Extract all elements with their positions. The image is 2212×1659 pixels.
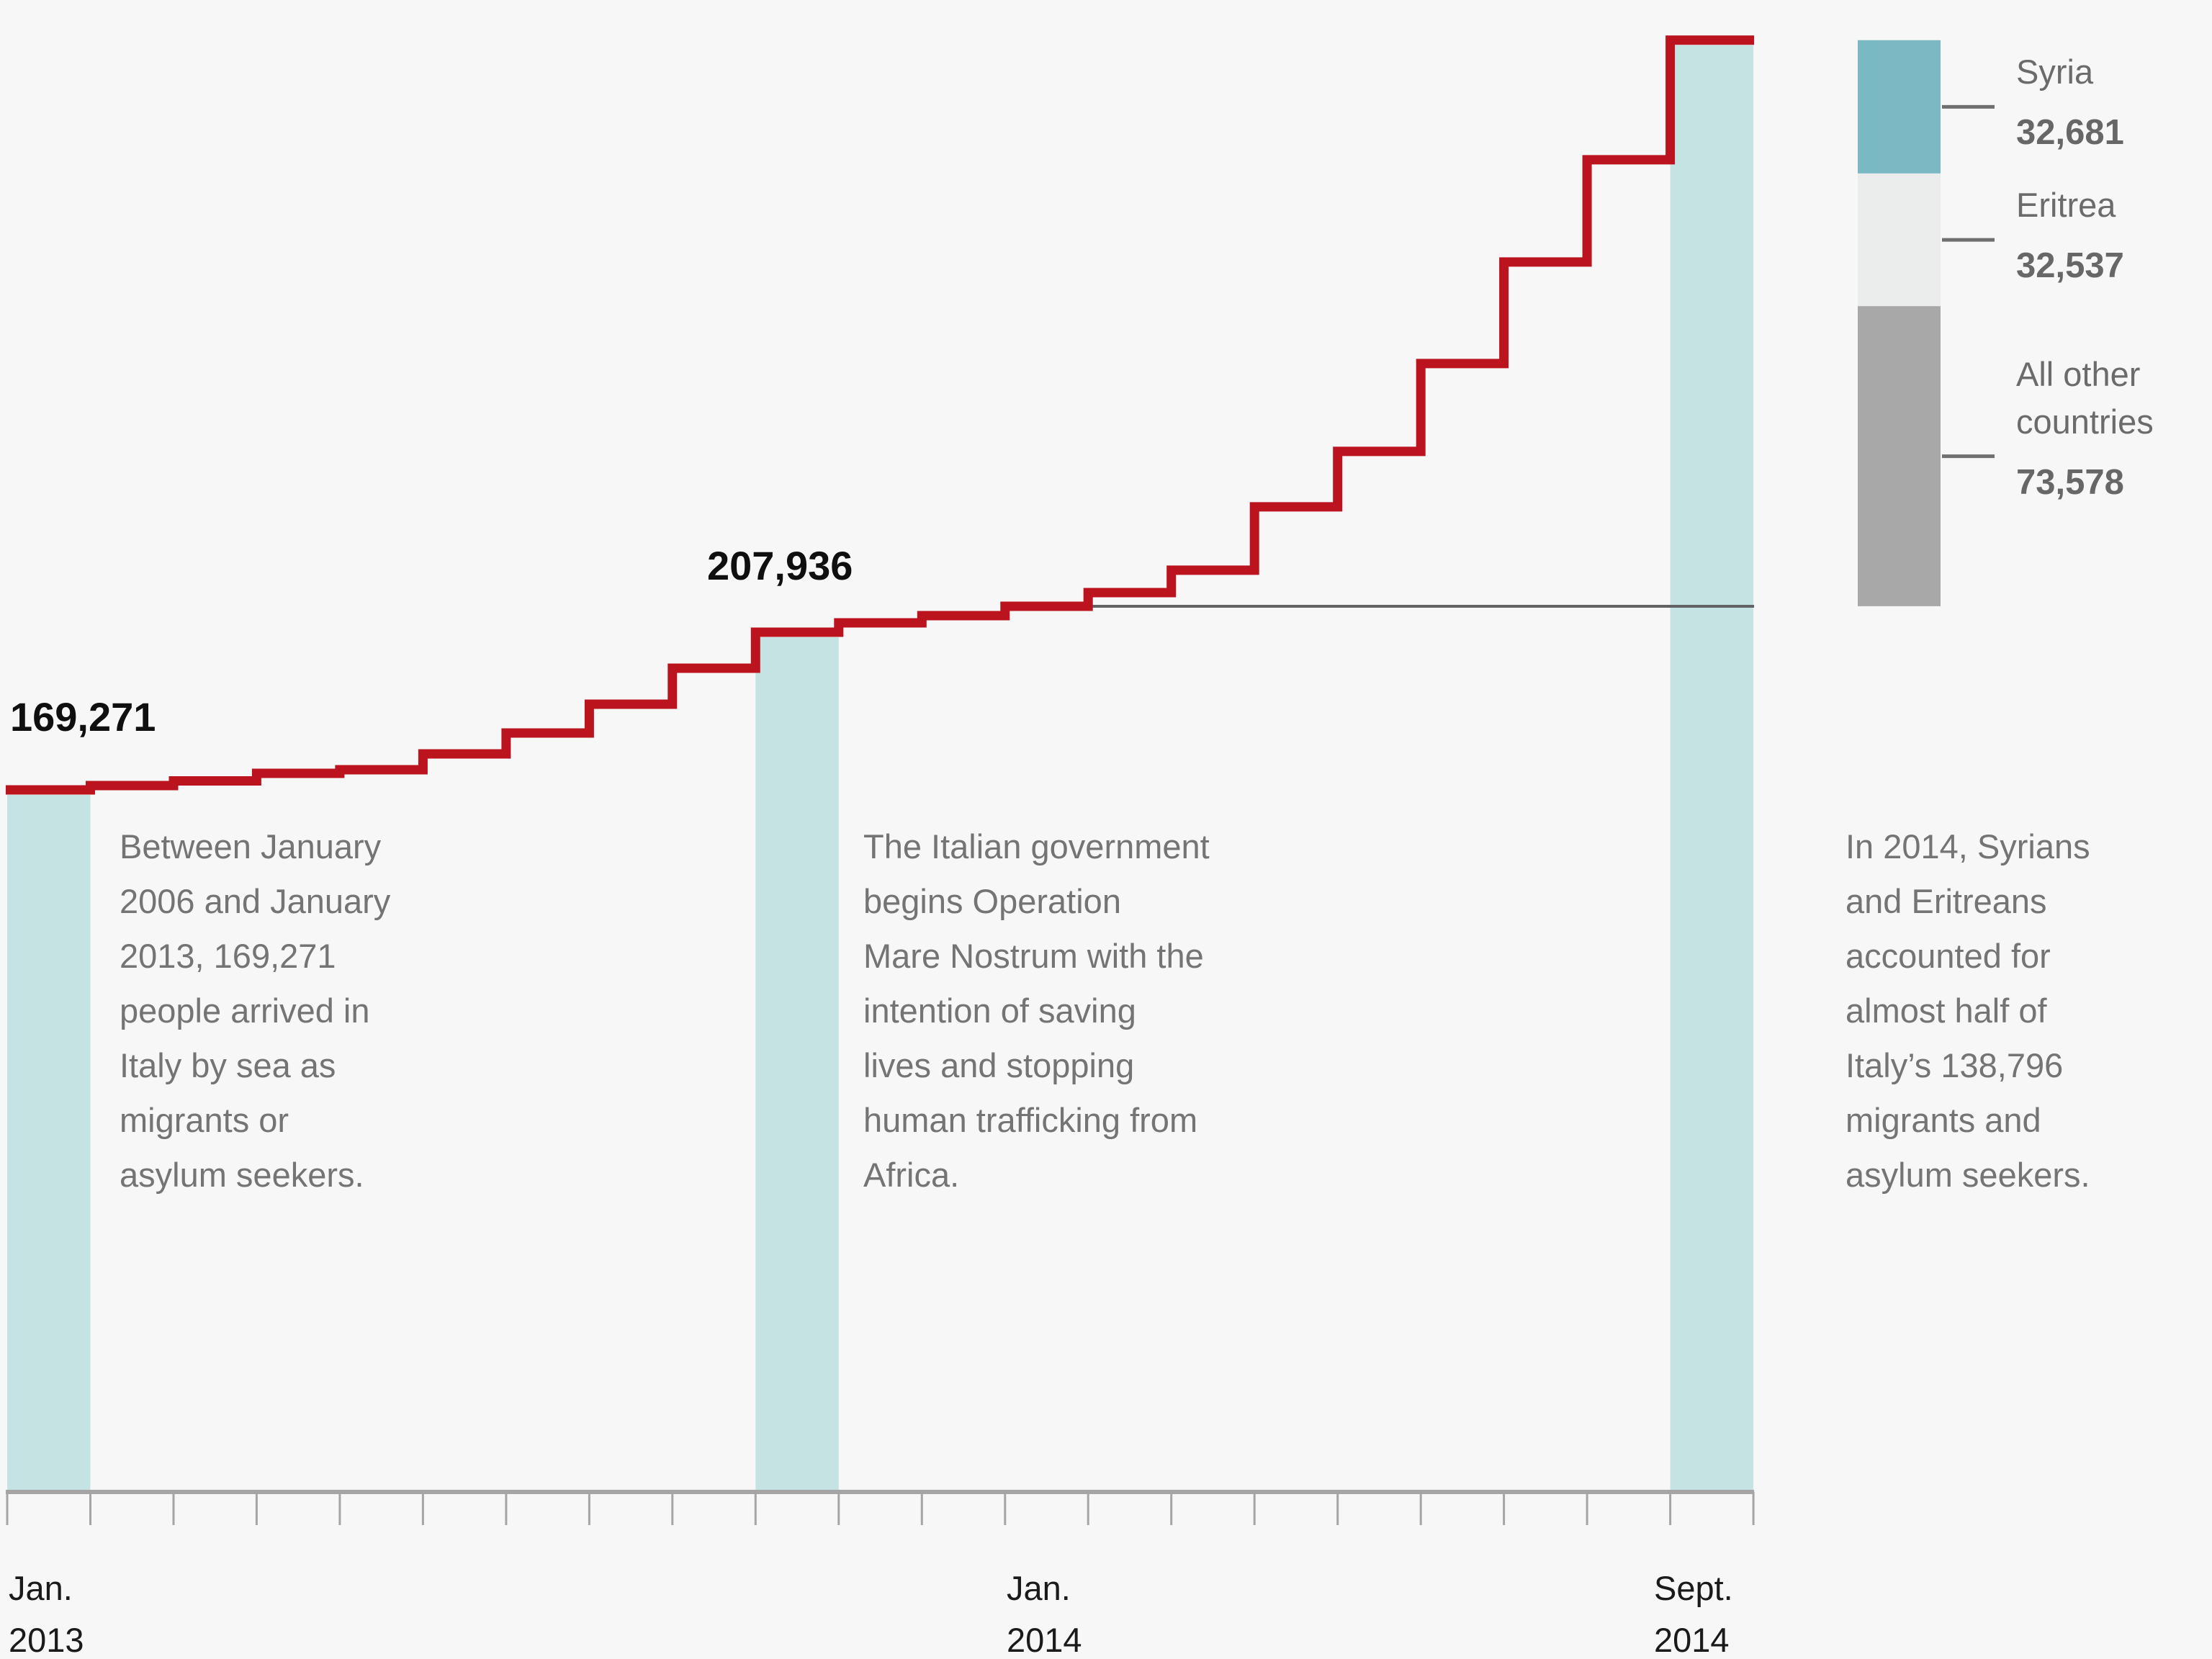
axis-label-sept-2014: Sept. 2014 — [1654, 1569, 1733, 1659]
annotation-mare-nostrum: The Italian government begins Operation … — [863, 827, 1210, 1194]
legend-swatch-0 — [1858, 40, 1941, 174]
legend-item-syria: Syria 32,681 — [2016, 35, 2124, 169]
highlight-band — [755, 637, 839, 1492]
legend-swatch-2 — [1858, 306, 1941, 606]
axis-label-jan-2014: Jan. 2014 — [1007, 1569, 1082, 1659]
legend-value-syria: 32,681 — [2016, 113, 2124, 152]
annotation-2014-share: In 2014, Syrians and Eritreans accounted… — [1845, 827, 2090, 1194]
legend-value-eritrea: 32,537 — [2016, 246, 2124, 285]
legend-connector-lines — [1942, 104, 1995, 459]
label-mare-nostrum-total: 207,936 — [707, 543, 853, 588]
highlight-band — [7, 795, 91, 1492]
x-axis — [6, 1490, 1755, 1525]
step-line — [6, 35, 1755, 795]
highlight-band — [1670, 45, 1754, 1492]
legend-value-all-other-countries: 73,578 — [2016, 463, 2124, 502]
label-start-total: 169,271 — [10, 694, 156, 739]
legend-stacked-bar — [1858, 40, 1941, 606]
legend-item-all-other-countries: All other countries 73,578 — [2016, 338, 2154, 519]
legend-name-syria: Syria — [2016, 53, 2094, 91]
highlight-bands — [7, 45, 1754, 1492]
legend-name-eritrea: Eritrea — [2016, 186, 2116, 224]
legend-name-all-other-countries: All other countries — [2016, 355, 2154, 441]
axis-label-jan-2013: Jan. 2013 — [9, 1569, 84, 1659]
legend-swatch-1 — [1858, 173, 1941, 307]
annotation-2013-start: Between January 2006 and January 2013, 1… — [120, 827, 391, 1194]
legend-item-eritrea: Eritrea 32,537 — [2016, 168, 2124, 302]
